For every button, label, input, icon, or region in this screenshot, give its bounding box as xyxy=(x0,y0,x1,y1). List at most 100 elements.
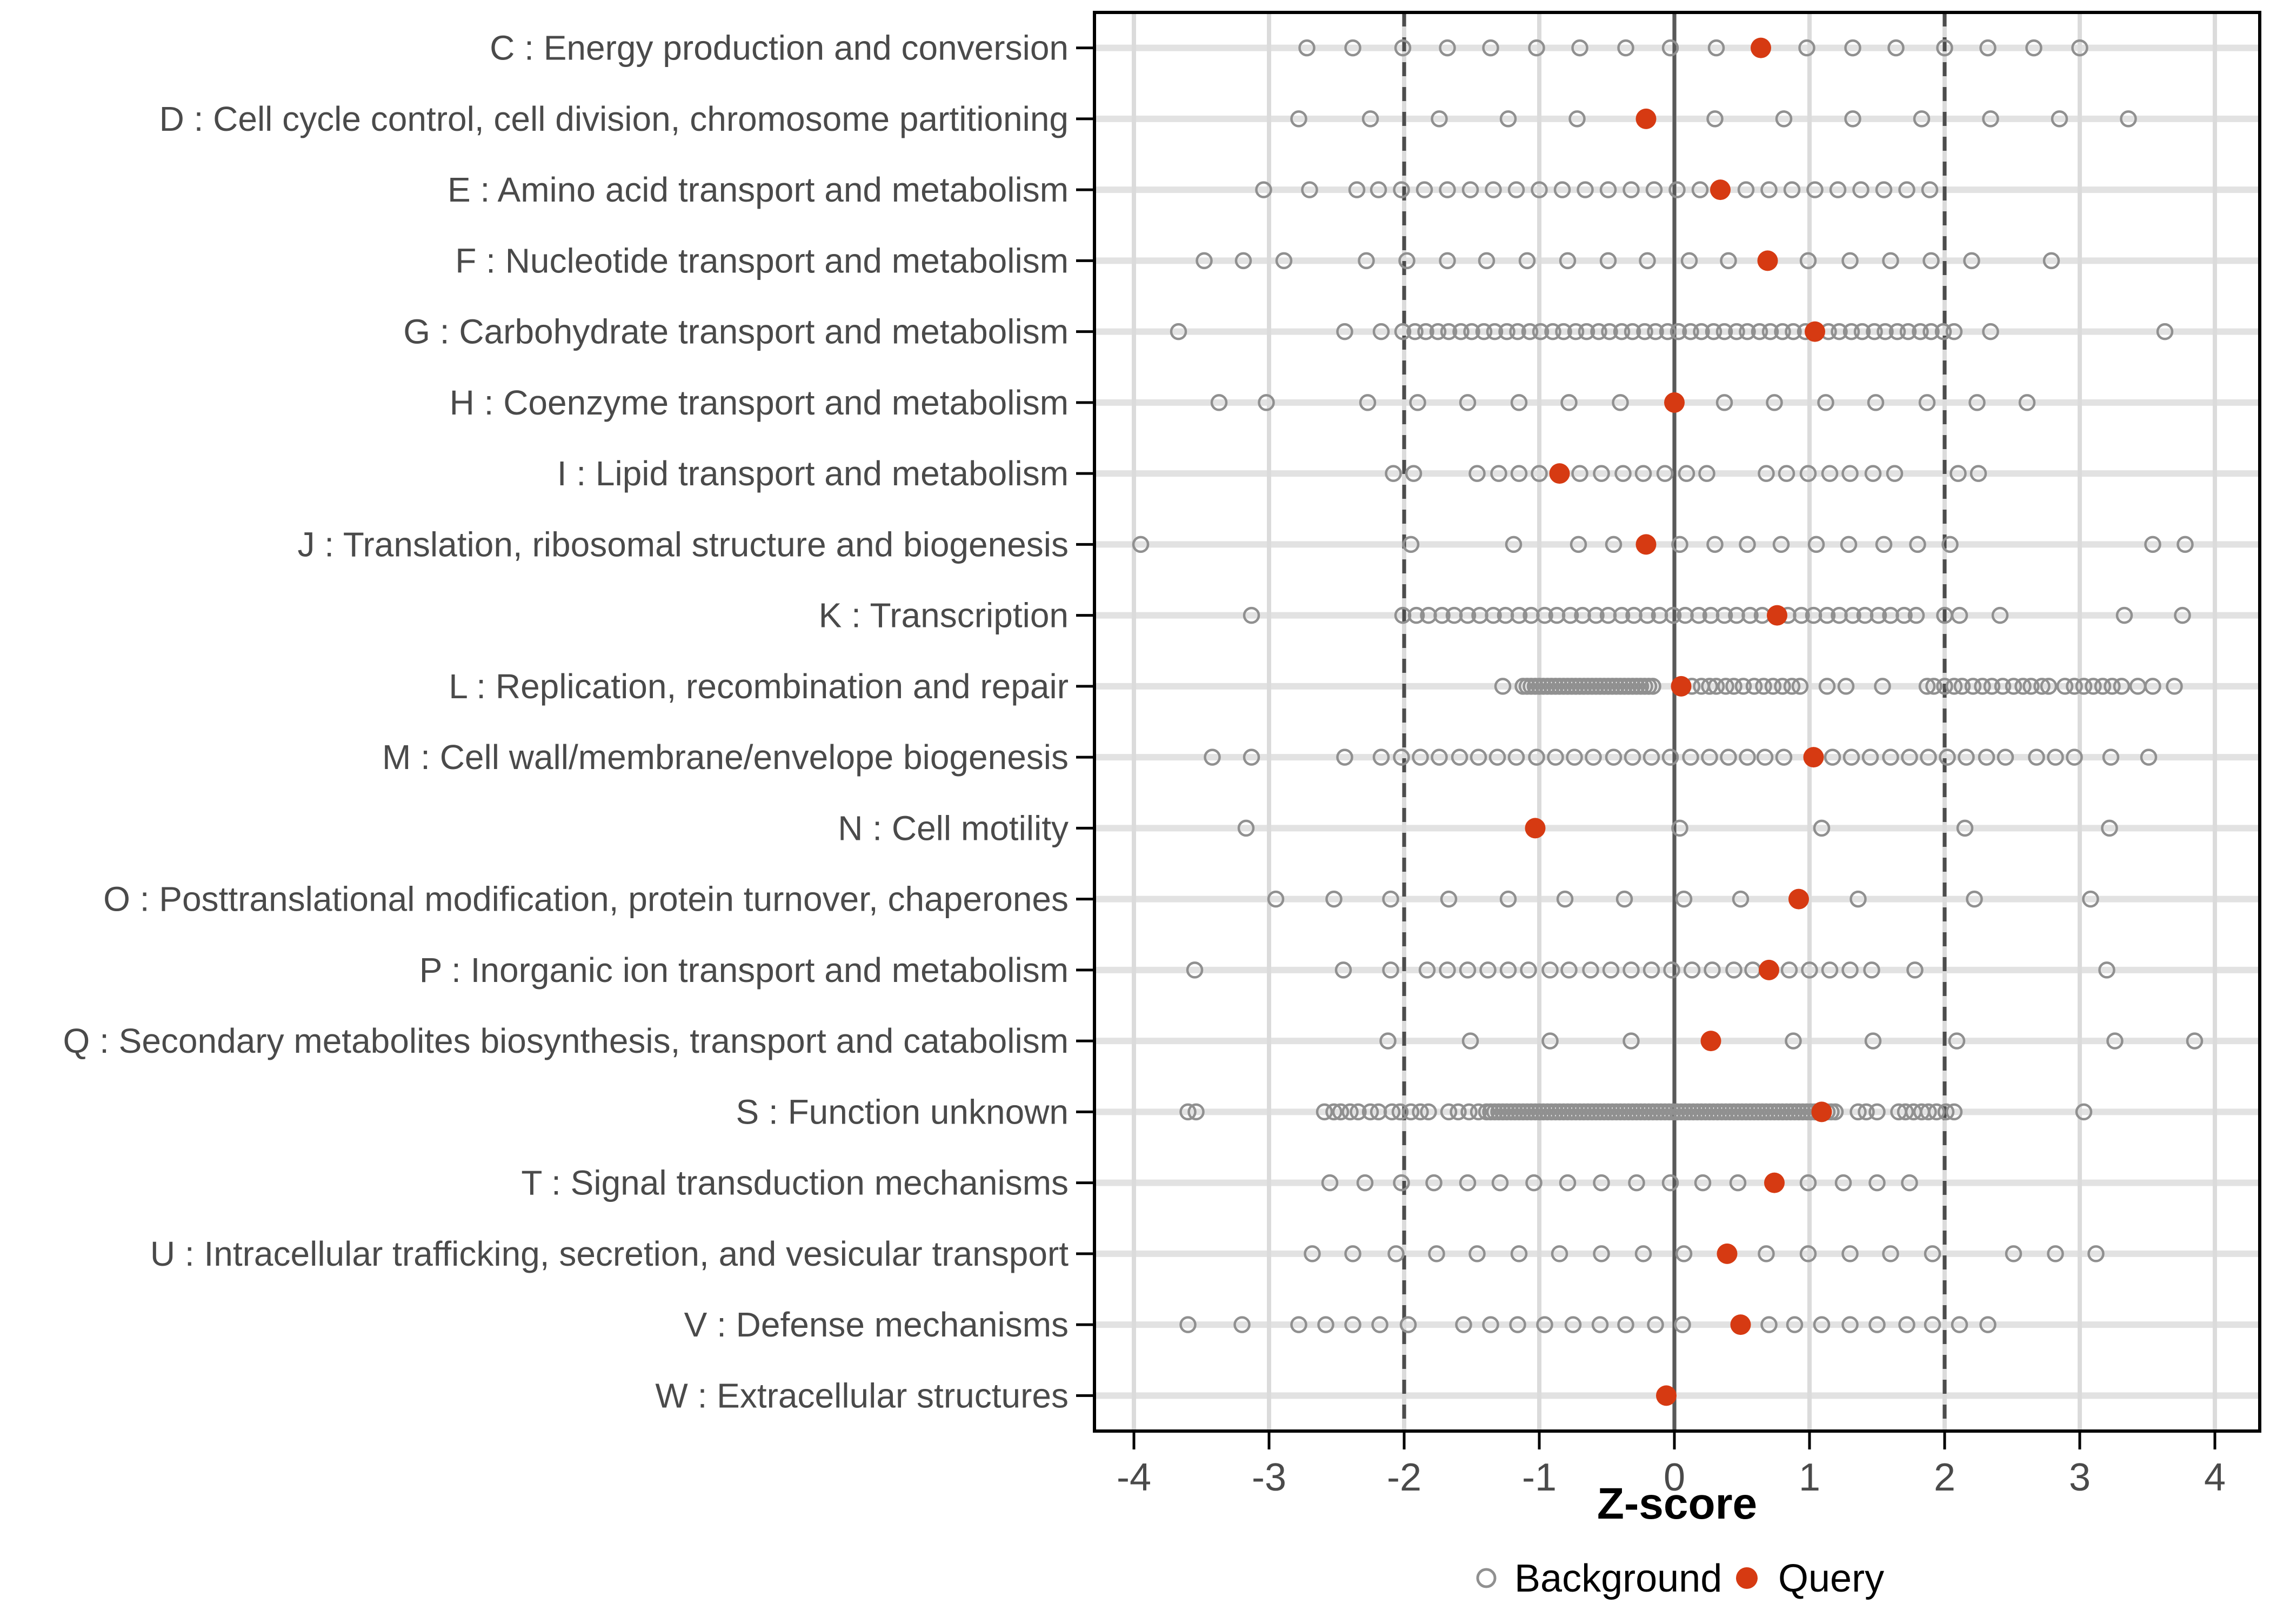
background-point xyxy=(1405,465,1423,482)
background-point xyxy=(1359,394,1377,411)
background-point xyxy=(1671,819,1688,837)
background-point xyxy=(1728,323,1745,340)
background-point xyxy=(1834,1174,1852,1192)
background-point xyxy=(1668,181,1686,198)
background-point xyxy=(1431,748,1448,766)
category-row-U xyxy=(1304,1243,2105,1264)
background-point xyxy=(1385,465,1402,482)
y-axis-label-O: O : Posttranslational modification, prot… xyxy=(103,880,1069,919)
background-point xyxy=(1874,678,1891,695)
background-point xyxy=(1888,323,1906,340)
background-point xyxy=(1739,536,1756,553)
background-point xyxy=(1979,1316,1997,1333)
y-axis-label-T: T : Signal transduction mechanisms xyxy=(521,1164,1069,1202)
background-point xyxy=(1623,1032,1640,1050)
background-point xyxy=(1460,1103,1478,1121)
background-point xyxy=(1907,606,1925,624)
background-point xyxy=(1799,465,1817,482)
background-point xyxy=(1821,465,1839,482)
x-tick-label: 1 xyxy=(1799,1456,1820,1499)
background-point xyxy=(1570,536,1587,553)
background-point xyxy=(1698,465,1715,482)
background-point xyxy=(1647,323,1664,340)
background-point xyxy=(1786,1316,1804,1333)
background-point xyxy=(1852,181,1870,198)
background-point xyxy=(1817,394,1834,411)
background-point xyxy=(1571,465,1588,482)
category-row-S xyxy=(1179,1101,2093,1122)
background-point xyxy=(1234,252,1252,270)
background-point xyxy=(1841,961,1859,979)
background-point xyxy=(1675,890,1693,908)
background-point xyxy=(1778,465,1795,482)
background-point xyxy=(1875,181,1893,198)
background-point xyxy=(1690,606,1707,624)
background-point xyxy=(1344,1245,1361,1262)
background-point xyxy=(1488,748,1506,766)
background-point xyxy=(1899,323,1917,340)
background-point xyxy=(2082,890,2099,908)
background-point xyxy=(1920,748,1937,766)
background-point xyxy=(1877,323,1894,340)
background-point xyxy=(1499,110,1517,128)
background-point xyxy=(1591,1316,1609,1333)
background-point xyxy=(1751,323,1768,340)
background-point xyxy=(1974,678,1991,695)
background-point xyxy=(1255,181,1272,198)
background-point xyxy=(1758,1245,1775,1262)
background-point xyxy=(1725,678,1742,695)
background-point xyxy=(1868,1174,1886,1192)
query-point xyxy=(1757,250,1778,271)
background-point xyxy=(1210,394,1228,411)
background-point xyxy=(1325,1103,1343,1121)
background-point xyxy=(1945,323,1963,340)
background-point xyxy=(1734,678,1752,695)
background-point xyxy=(1806,181,1824,198)
background-point xyxy=(1801,961,1818,979)
background-point xyxy=(2071,39,2088,57)
background-point xyxy=(1807,536,1825,553)
background-point xyxy=(2040,678,2058,695)
background-point xyxy=(1895,606,1913,624)
background-point xyxy=(1243,606,1260,624)
background-point xyxy=(1613,323,1631,340)
background-point xyxy=(2087,1245,2105,1262)
background-point xyxy=(1850,890,1867,908)
background-point xyxy=(1624,323,1641,340)
background-point xyxy=(1720,252,1737,270)
background-point xyxy=(1393,1174,1410,1192)
background-point xyxy=(1979,39,1997,57)
legend: Background Query xyxy=(1476,1557,1884,1600)
background-point xyxy=(1431,110,1448,128)
background-point xyxy=(1317,1316,1334,1333)
background-point xyxy=(1470,748,1487,766)
background-point xyxy=(2066,748,2083,766)
background-point xyxy=(1479,961,1497,979)
background-point xyxy=(2051,110,2068,128)
background-point xyxy=(1913,110,1931,128)
background-point xyxy=(2018,394,2036,411)
background-point xyxy=(1605,748,1623,766)
background-point xyxy=(1587,606,1605,624)
background-point xyxy=(1941,536,1959,553)
background-point xyxy=(2028,748,2045,766)
y-axis-label-H: H : Coenzyme transport and metabolism xyxy=(450,383,1069,422)
background-point xyxy=(1875,536,1893,553)
background-point xyxy=(1301,181,1318,198)
background-point xyxy=(1356,1174,1374,1192)
background-point xyxy=(1756,748,1774,766)
query-point xyxy=(1788,888,1809,910)
background-point xyxy=(1459,1174,1477,1192)
background-point xyxy=(1624,748,1641,766)
background-point xyxy=(1459,961,1477,979)
background-point xyxy=(1639,606,1656,624)
background-point xyxy=(1739,323,1756,340)
background-point xyxy=(1898,1316,1915,1333)
x-tick-label: 4 xyxy=(2204,1456,2226,1499)
background-point xyxy=(1593,1245,1610,1262)
query-point xyxy=(1710,179,1731,201)
category-row-C xyxy=(1298,37,2088,58)
query-point xyxy=(1635,108,1657,129)
background-point xyxy=(1179,1103,1197,1121)
